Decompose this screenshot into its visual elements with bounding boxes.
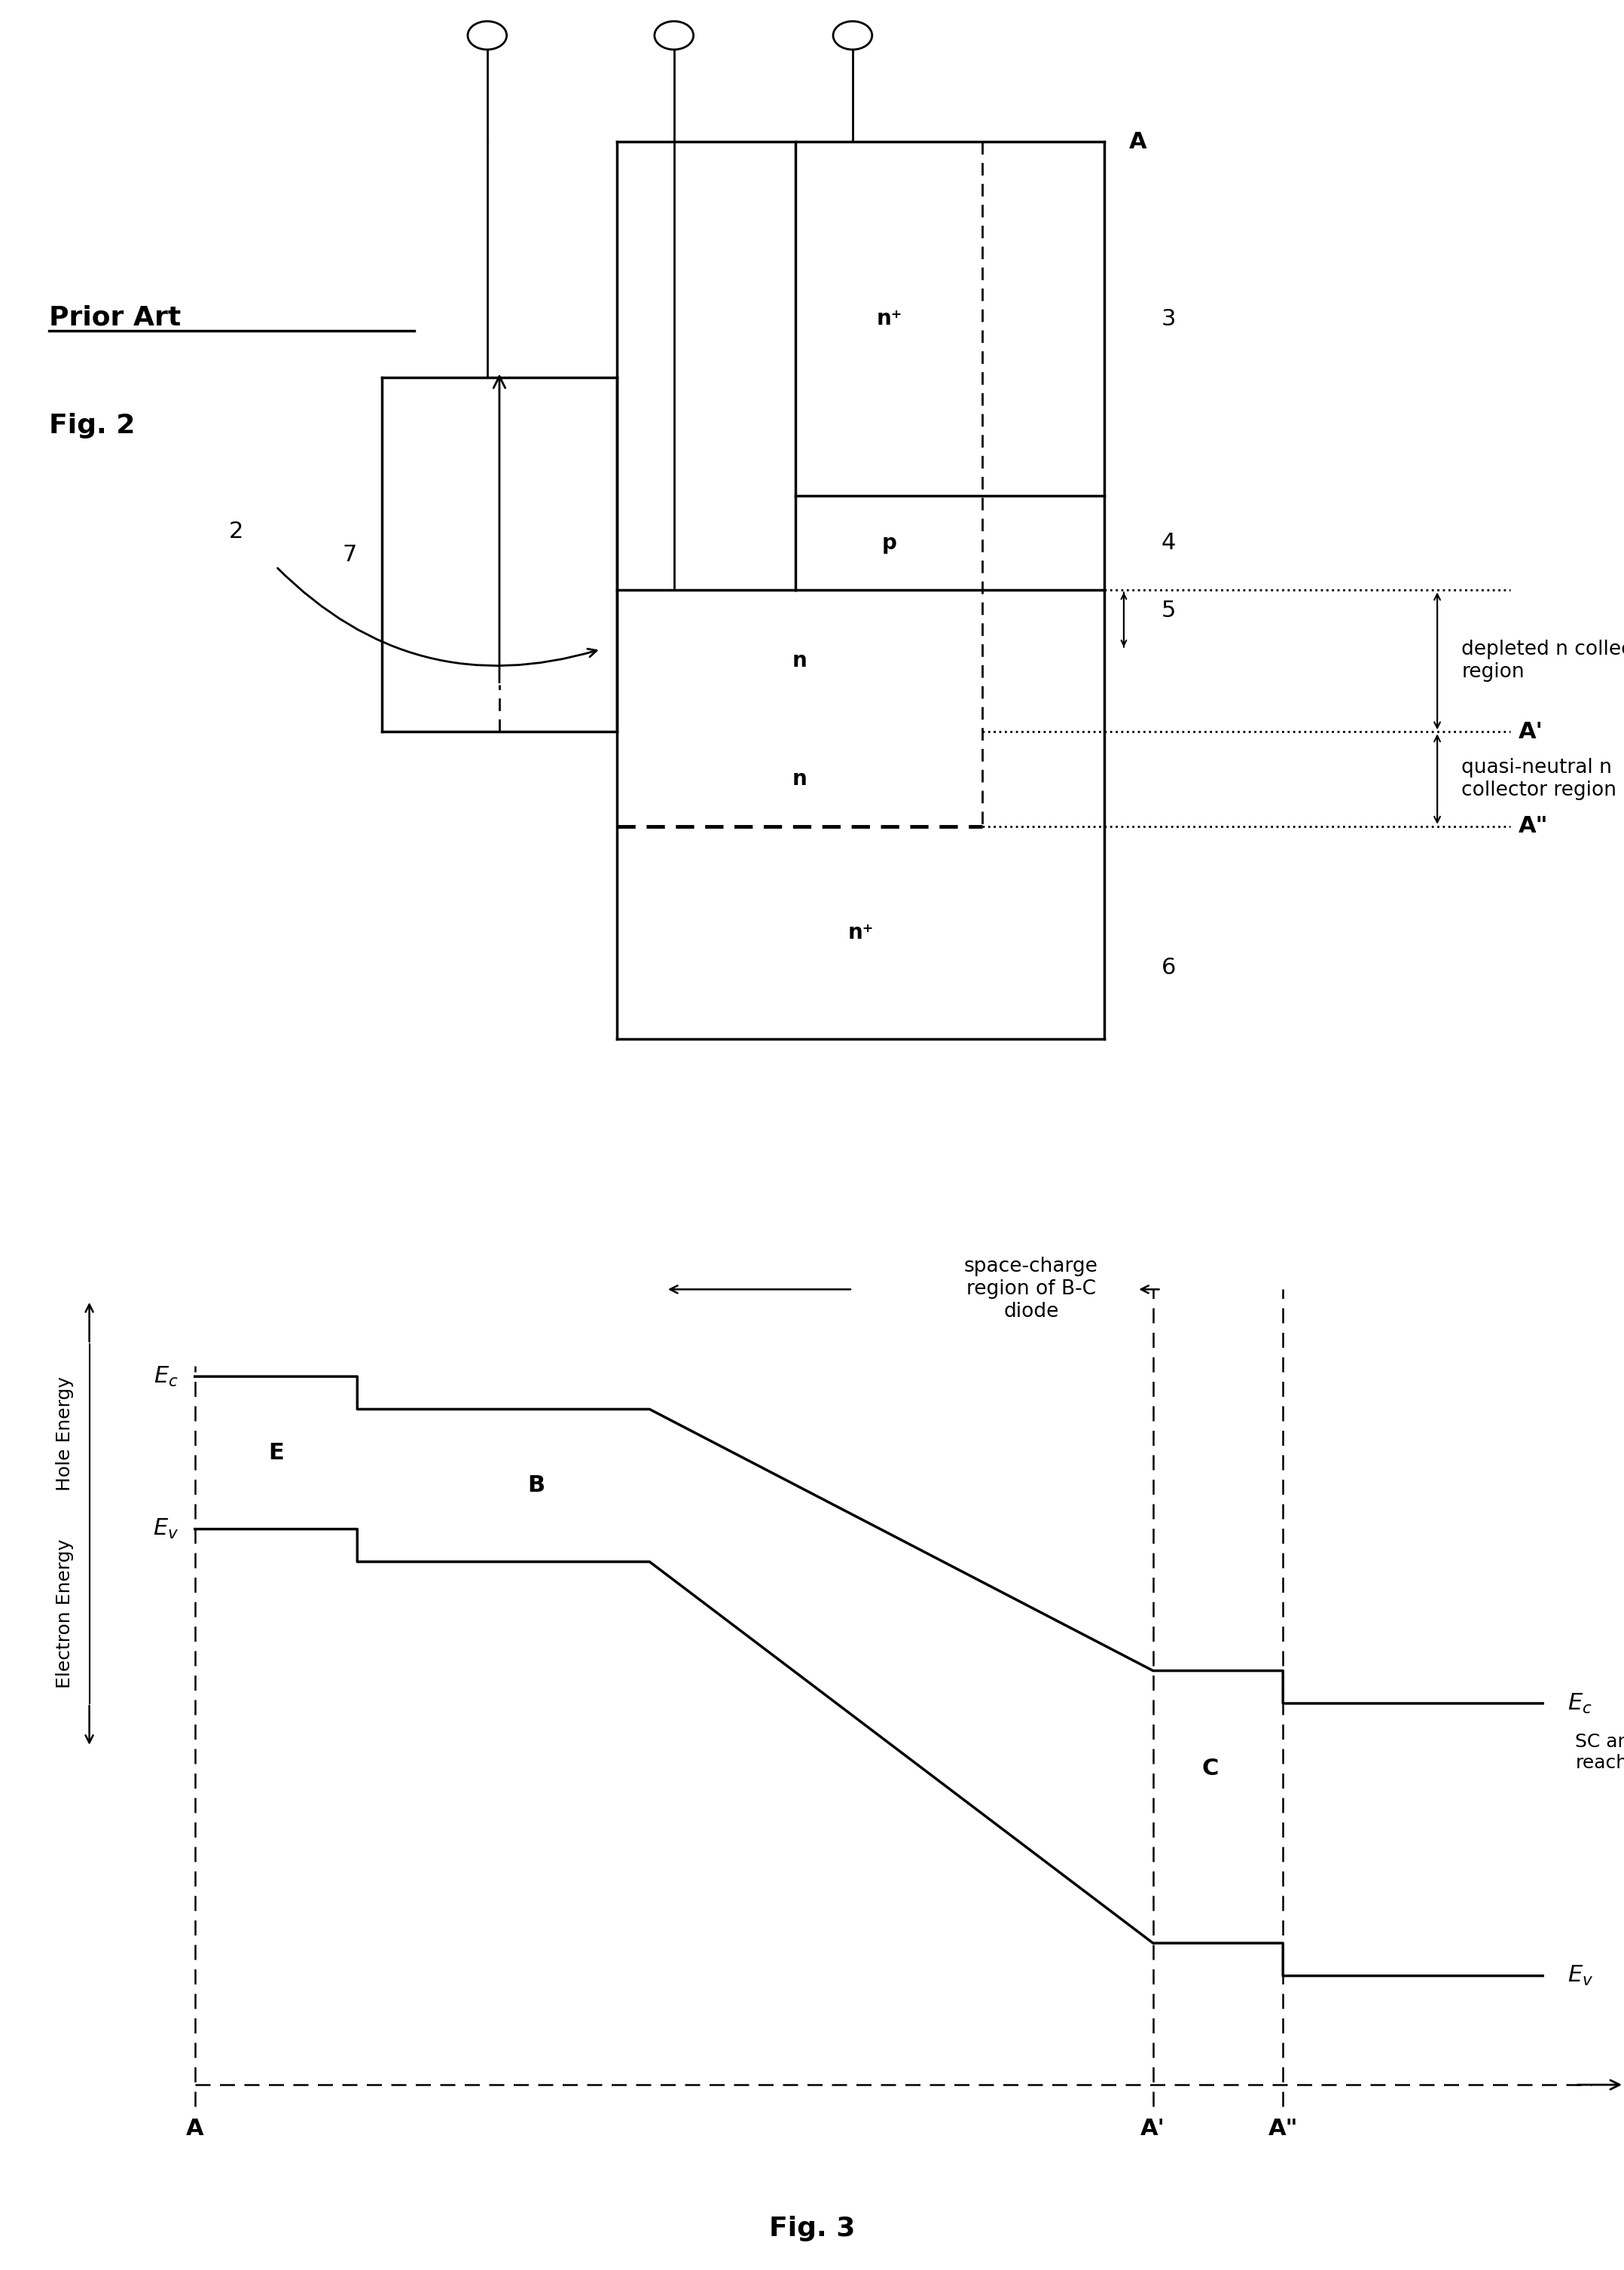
Text: $E_c$: $E_c$ xyxy=(154,1364,179,1389)
Text: space-charge
region of B-C
diode: space-charge region of B-C diode xyxy=(965,1258,1098,1321)
Text: Prior Art: Prior Art xyxy=(49,304,180,331)
Text: 4: 4 xyxy=(1161,531,1176,554)
Text: n: n xyxy=(793,651,807,672)
Text: n⁺: n⁺ xyxy=(848,922,874,942)
Text: n⁺: n⁺ xyxy=(877,309,901,329)
Text: SC and
reachthrough: SC and reachthrough xyxy=(1575,1732,1624,1773)
Text: B: B xyxy=(528,1476,544,1496)
Text: 2: 2 xyxy=(229,520,244,543)
Text: 3: 3 xyxy=(1161,309,1176,329)
Text: 5: 5 xyxy=(1161,599,1176,622)
Text: A': A' xyxy=(1140,2118,1166,2138)
Text: Electron Energy: Electron Energy xyxy=(55,1539,75,1689)
Text: n: n xyxy=(793,770,807,790)
Text: $E_c$: $E_c$ xyxy=(1567,1691,1592,1716)
Text: Fig. 3: Fig. 3 xyxy=(768,2216,856,2240)
Text: A: A xyxy=(1129,132,1147,152)
Text: $E_v$: $E_v$ xyxy=(1567,1964,1593,1989)
Text: A: A xyxy=(187,2118,203,2138)
Text: 7: 7 xyxy=(343,545,357,565)
Text: E: E xyxy=(268,1441,284,1464)
Text: Fig. 2: Fig. 2 xyxy=(49,413,135,438)
Text: quasi-neutral n
collector region: quasi-neutral n collector region xyxy=(1462,758,1618,799)
Text: p: p xyxy=(882,533,896,554)
Text: A": A" xyxy=(1268,2118,1298,2138)
Text: A': A' xyxy=(1518,722,1543,742)
Text: Hole Energy: Hole Energy xyxy=(55,1376,75,1491)
Text: 6: 6 xyxy=(1161,958,1176,978)
Text: depleted n collector
region: depleted n collector region xyxy=(1462,640,1624,681)
Text: $E_v$: $E_v$ xyxy=(153,1516,179,1541)
Text: A": A" xyxy=(1518,815,1548,838)
Text: C: C xyxy=(1202,1757,1218,1780)
